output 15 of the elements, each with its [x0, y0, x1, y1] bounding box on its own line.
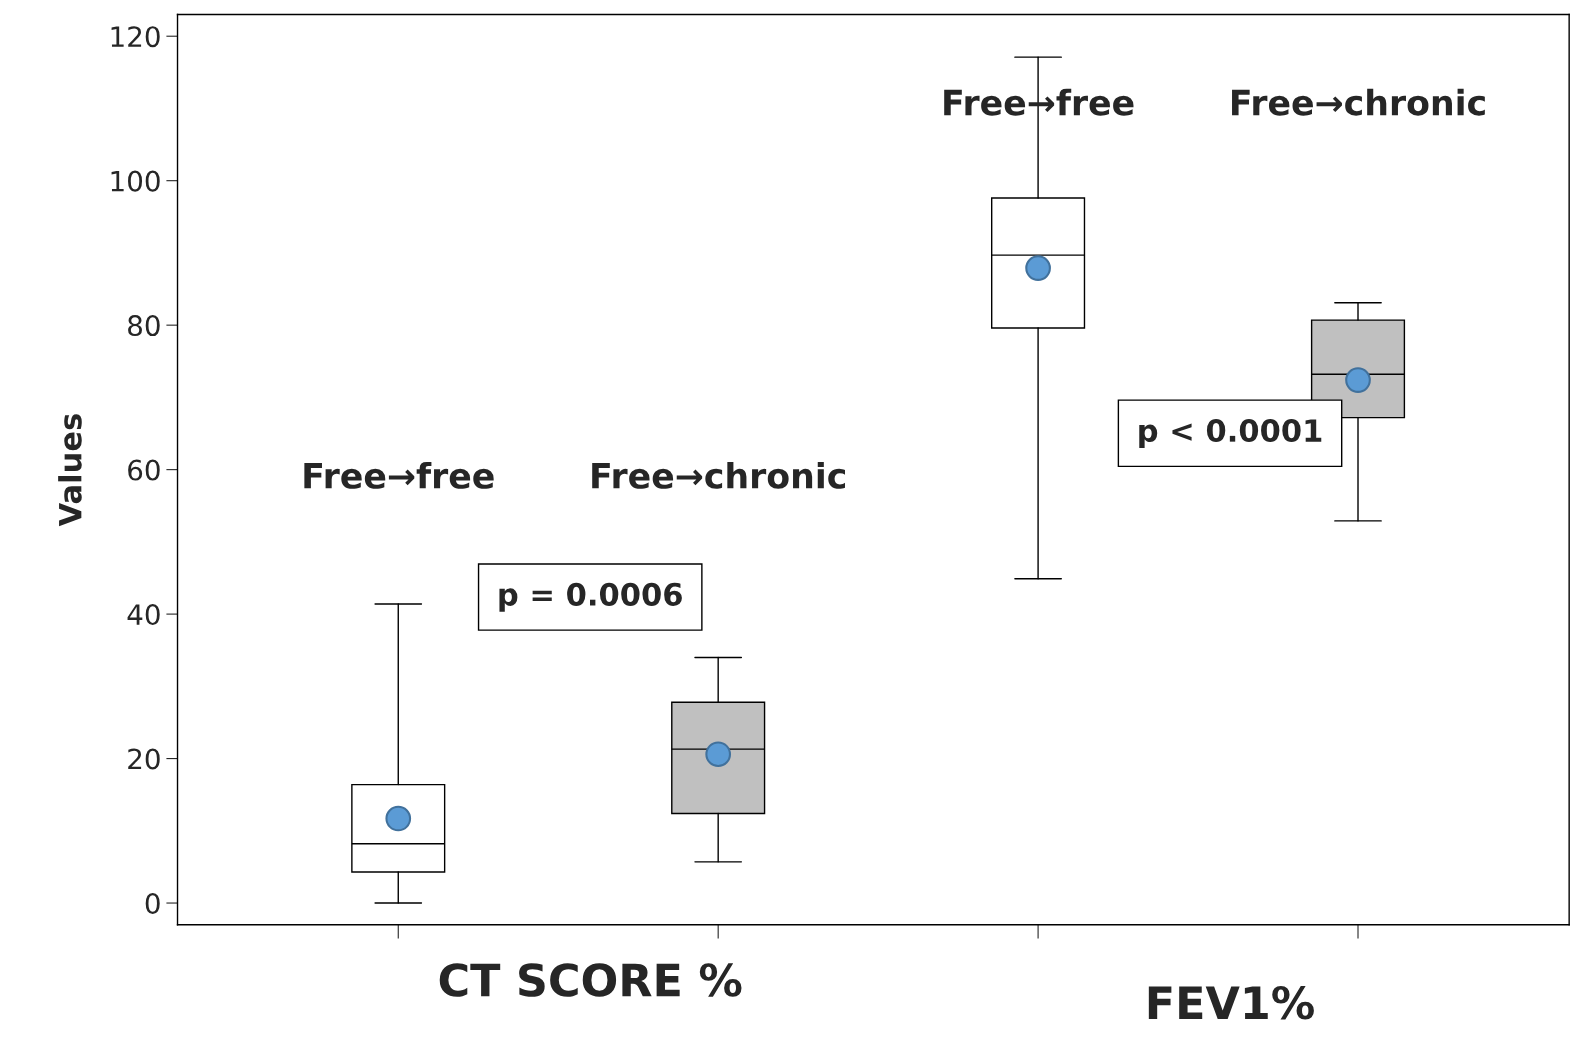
y-axis-title: Values: [58, 414, 82, 527]
text: FEV1%: [1148, 985, 1314, 1020]
y-tick-label: 40: [127, 604, 160, 626]
x-tick-label: Free→free: [304, 461, 494, 489]
x-tick-label: Free→chronic: [1232, 88, 1485, 116]
text: CT SCORE %: [439, 963, 742, 997]
y-tick-label: 0: [145, 892, 160, 914]
y-tick-label: 120: [111, 26, 160, 48]
annotation: p < 0.0001: [1139, 418, 1322, 449]
y-tick-label: 20: [128, 748, 160, 770]
y-tick-label: 100: [111, 170, 160, 192]
y-tick-label: 60: [128, 459, 160, 481]
x-tick-label: Free→chronic: [592, 461, 845, 489]
annotation: p = 0.0006: [499, 582, 682, 612]
y-tick-label: 80: [128, 315, 160, 337]
